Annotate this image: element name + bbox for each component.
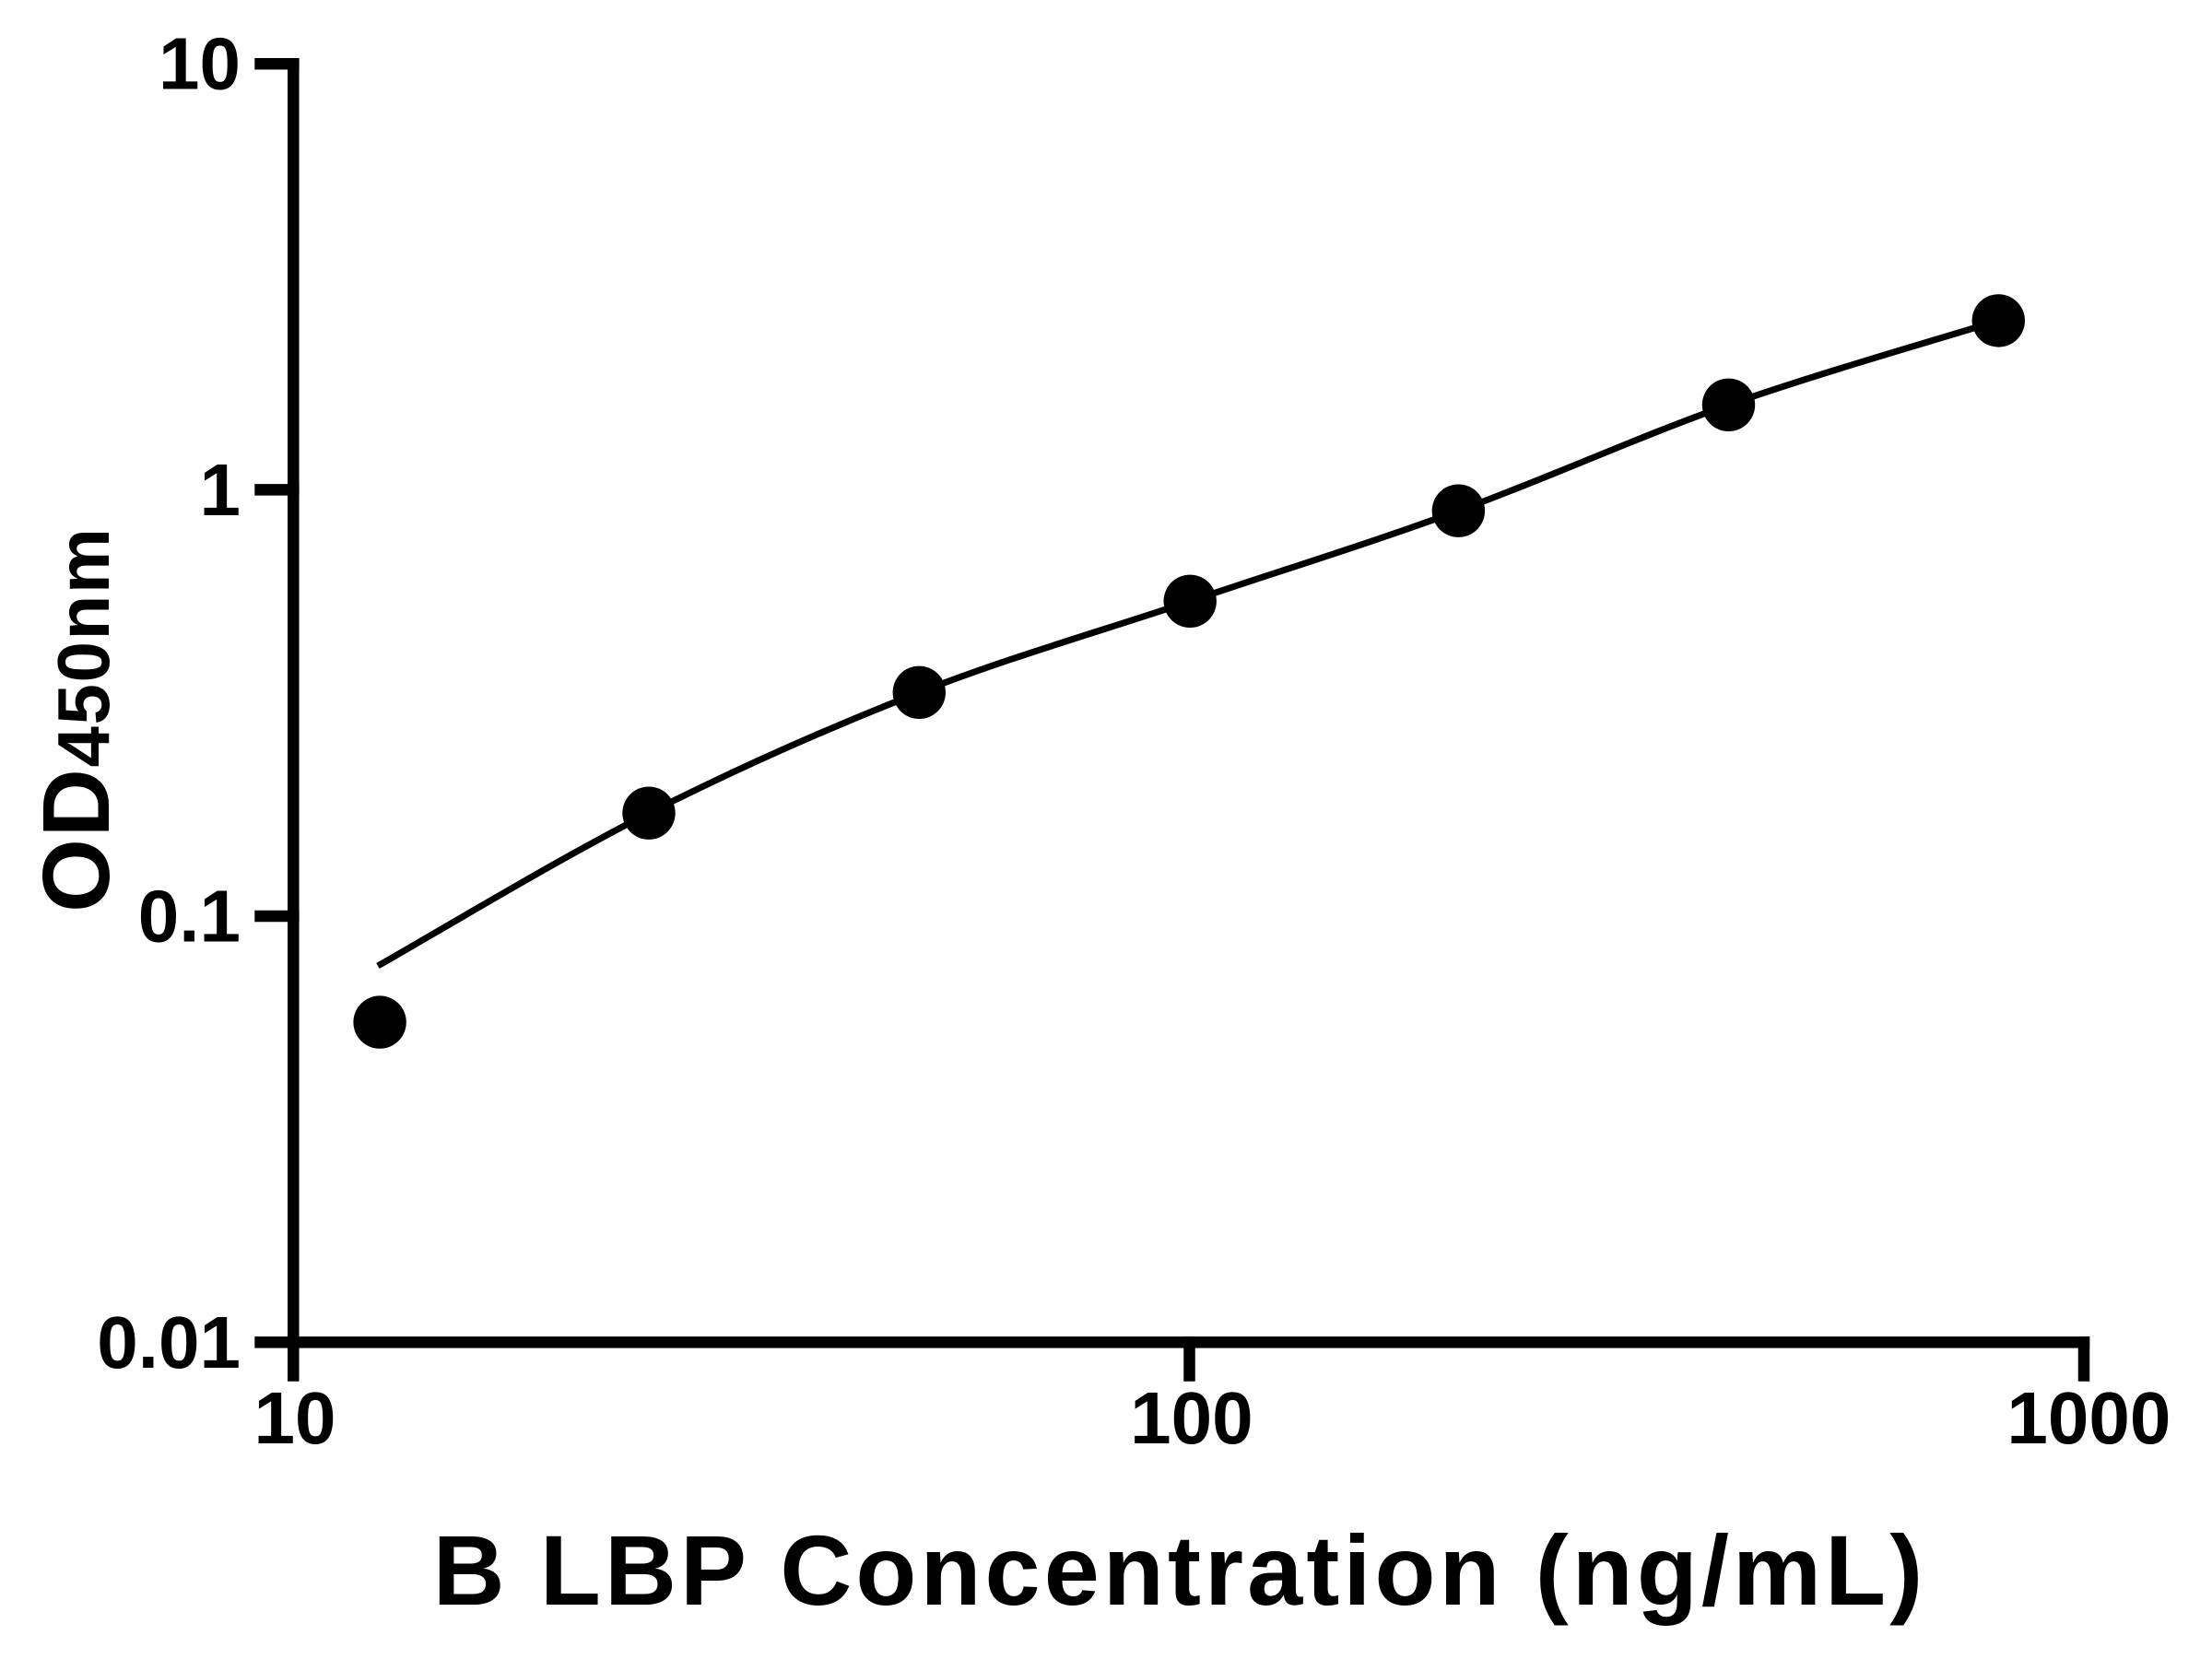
svg-text:100: 100	[1130, 1377, 1253, 1459]
svg-text:10: 10	[254, 1377, 336, 1459]
svg-text:B LBP Concentration (ng/mL): B LBP Concentration (ng/mL)	[433, 1514, 1927, 1626]
svg-text:0.01: 0.01	[97, 1301, 241, 1383]
svg-text:0.1: 0.1	[138, 876, 241, 958]
svg-text:1: 1	[200, 449, 241, 531]
svg-text:1000: 1000	[2006, 1377, 2171, 1459]
svg-text:10: 10	[159, 23, 241, 105]
